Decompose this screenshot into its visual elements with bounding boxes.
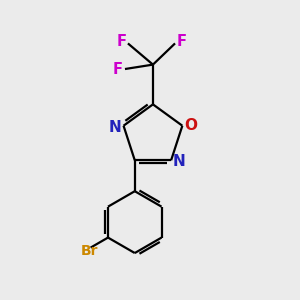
Text: N: N [109,120,122,135]
Text: Br: Br [80,244,98,258]
Text: F: F [176,34,187,49]
Text: O: O [184,118,197,133]
Text: F: F [112,62,123,77]
Text: F: F [116,34,126,49]
Text: N: N [173,154,186,169]
